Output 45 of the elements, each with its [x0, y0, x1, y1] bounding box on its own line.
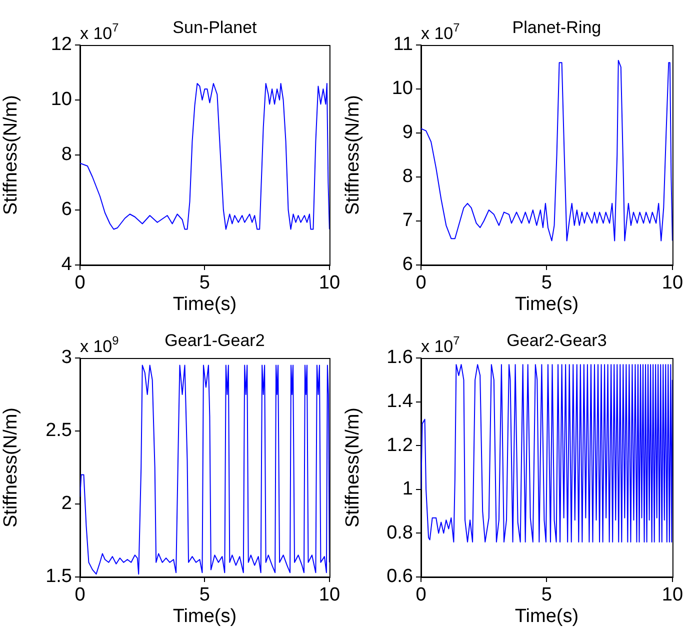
y-tick-label: 6 — [402, 254, 413, 276]
x-tick-label: 5 — [199, 584, 210, 606]
y-tick-label: 1 — [402, 478, 413, 500]
x-tick-label: 5 — [541, 584, 552, 606]
x-tick-label: 0 — [416, 584, 426, 606]
y-tick-label: 10 — [392, 78, 413, 100]
x-tick-label: 0 — [74, 584, 86, 606]
y-tick-label: 6 — [61, 199, 72, 220]
x-tick-label: 5 — [199, 272, 210, 294]
y-axis-title: Stiffness(N/m) — [0, 94, 22, 216]
y-tick-label: 1.4 — [386, 391, 414, 412]
y-tick-label: 0.6 — [386, 566, 413, 588]
x-axis-title: Time(s) — [172, 294, 237, 315]
y-tick-label: 1.2 — [386, 434, 413, 456]
y-tick-label: 0.8 — [386, 522, 413, 544]
x-axis-title: Time(s) — [172, 606, 237, 627]
x-tick-label: 0 — [416, 272, 426, 294]
y-axis-title: Stiffness(N/m) — [342, 407, 364, 528]
y-tick-label: 2.5 — [46, 420, 72, 442]
x-tick-label: 10 — [318, 584, 340, 606]
chart-title: Planet-Ring — [512, 18, 602, 37]
y-tick-label: 7 — [402, 210, 413, 232]
y-tick-label: 8 — [402, 166, 413, 188]
y-tick-label: 10 — [50, 89, 72, 110]
y-tick-label: 11 — [393, 34, 413, 56]
x-tick-label: 0 — [74, 272, 86, 294]
y-tick-label: 4 — [61, 254, 72, 276]
y-tick-label: 9 — [402, 122, 413, 144]
y-tick-label: 8 — [61, 144, 72, 166]
y-axis-title: Stiffness(N/m) — [0, 407, 22, 528]
y-tick-label: 1.5 — [46, 566, 72, 588]
x-axis-title: Time(s) — [514, 294, 579, 315]
x-tick-label: 10 — [662, 272, 684, 294]
x-tick-label: 5 — [541, 272, 552, 294]
y-tick-label: 3 — [61, 347, 72, 368]
chart-title: Gear2-Gear3 — [506, 331, 607, 350]
y-tick-label: 12 — [50, 34, 72, 56]
chart-title: Sun-Planet — [172, 18, 258, 37]
x-axis-title: Time(s) — [514, 606, 579, 627]
x-tick-label: 10 — [662, 584, 684, 606]
y-axis-title: Stiffness(N/m) — [342, 94, 364, 216]
y-tick-label: 1.6 — [386, 347, 413, 368]
x-tick-label: 10 — [318, 272, 340, 294]
y-tick-label: 2 — [61, 493, 72, 514]
chart-title: Gear1-Gear2 — [164, 331, 265, 350]
